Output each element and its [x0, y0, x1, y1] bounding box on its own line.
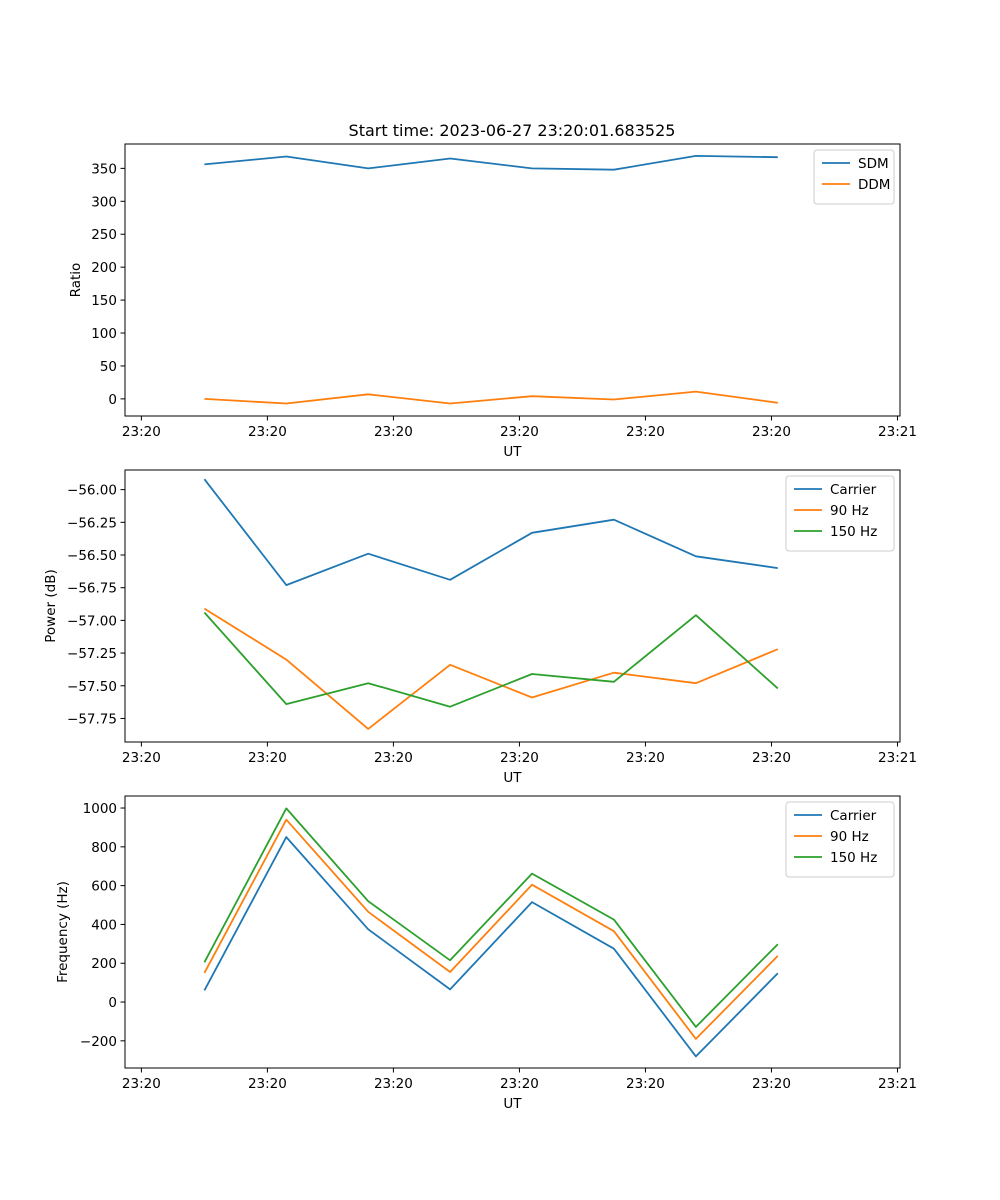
plot-frame: [124, 143, 901, 417]
y-tick-label: 200: [91, 260, 117, 276]
series-line-ddm: [204, 390, 778, 405]
legend-label: 90 Hz: [830, 829, 869, 845]
x-tick-label: 23:20: [122, 750, 161, 766]
y-tick-label: −56.50: [67, 548, 117, 564]
x-tick-label: 23:20: [752, 750, 791, 766]
y-tick-label: 0: [108, 995, 117, 1011]
x-tick-label: 23:20: [752, 424, 791, 440]
panel-2: 23:20 23:20 23:20 23:20 23:20 23:20 23:21 −57.7…: [43, 469, 917, 786]
x-tick-label: 23:21: [878, 424, 917, 440]
x-tick-label: 23:20: [248, 424, 287, 440]
y-axis-label: Ratio: [68, 263, 84, 298]
y-axis-label: Power (dB): [43, 569, 59, 642]
y-tick-label: 800: [91, 840, 117, 856]
y-tick-label: 300: [91, 194, 117, 210]
series-line-150-hz: [203, 611, 779, 708]
x-tick-label: 23:20: [248, 750, 287, 766]
y-tick-label: 200: [91, 956, 117, 972]
legend: Carrier 90 Hz 150 Hz: [785, 801, 895, 878]
legend-label: 90 Hz: [830, 503, 869, 519]
legend-label: Carrier: [830, 482, 877, 498]
y-tick-label: 100: [91, 326, 117, 342]
x-tick-label: 23:21: [878, 1076, 917, 1092]
x-tick-label: 23:20: [626, 1076, 665, 1092]
series-line-90-hz: [203, 607, 779, 730]
y-tick-label: −56.75: [67, 581, 117, 597]
x-tick-label: 23:20: [500, 424, 539, 440]
x-axis-label: UT: [503, 1096, 522, 1112]
x-tick-label: 23:20: [374, 424, 413, 440]
x-tick-label: 23:20: [752, 1076, 791, 1092]
y-tick-label: −56.25: [67, 515, 117, 531]
panel-3: 23:20 23:20 23:20 23:20 23:20 23:20 23:21 −200 0…: [55, 795, 917, 1112]
legend-label: SDM: [858, 156, 889, 172]
legend-label: 150 Hz: [830, 524, 877, 540]
y-tick-label: 150: [91, 293, 117, 309]
y-tick-label: −200: [80, 1034, 117, 1050]
legend-frame: [785, 475, 895, 552]
plot-frame: [124, 469, 901, 743]
y-tick-label: −56.00: [67, 483, 117, 499]
x-tick-label: 23:20: [122, 424, 161, 440]
x-tick-label: 23:21: [878, 750, 917, 766]
legend: SDM DDM: [813, 149, 895, 205]
y-tick-label: 0: [108, 392, 117, 408]
legend-frame: [785, 801, 895, 878]
y-tick-label: 400: [91, 917, 117, 933]
x-tick-label: 23:20: [626, 750, 665, 766]
y-tick-label: −57.00: [67, 613, 117, 629]
plot-frame: [124, 795, 901, 1069]
legend-label: DDM: [858, 177, 890, 193]
panel-1: 23:20 23:20 23:20 23:20 23:20 23:20 23:21 0 50 10…: [68, 143, 917, 460]
figure-title: Start time: 2023-06-27 23:20:01.683525: [349, 121, 676, 140]
x-tick-label: 23:20: [374, 1076, 413, 1092]
y-tick-label: 50: [100, 359, 117, 375]
series-line-90-hz: [203, 818, 779, 1040]
y-tick-label: −57.50: [67, 679, 117, 695]
y-tick-label: −57.25: [67, 646, 117, 662]
x-tick-label: 23:20: [500, 1076, 539, 1092]
x-tick-label: 23:20: [374, 750, 413, 766]
y-tick-label: 1000: [83, 801, 117, 817]
series-line-150-hz: [203, 807, 779, 1028]
series-line-carrier: [203, 478, 778, 586]
x-tick-label: 23:20: [122, 1076, 161, 1092]
series-line-sdm: [204, 154, 778, 171]
legend-label: Carrier: [830, 808, 877, 824]
y-tick-label: 250: [91, 227, 117, 243]
x-tick-label: 23:20: [626, 424, 665, 440]
legend: Carrier 90 Hz 150 Hz: [785, 475, 895, 552]
y-tick-label: 600: [91, 879, 117, 895]
series-line-carrier: [203, 836, 779, 1058]
y-tick-label: −57.75: [67, 711, 117, 727]
x-axis-label: UT: [503, 770, 522, 786]
x-tick-label: 23:20: [500, 750, 539, 766]
y-axis-label: Frequency (Hz): [55, 881, 71, 983]
x-axis-label: UT: [503, 444, 522, 460]
x-tick-label: 23:20: [248, 1076, 287, 1092]
y-tick-label: 350: [91, 161, 117, 177]
legend-label: 150 Hz: [830, 850, 877, 866]
